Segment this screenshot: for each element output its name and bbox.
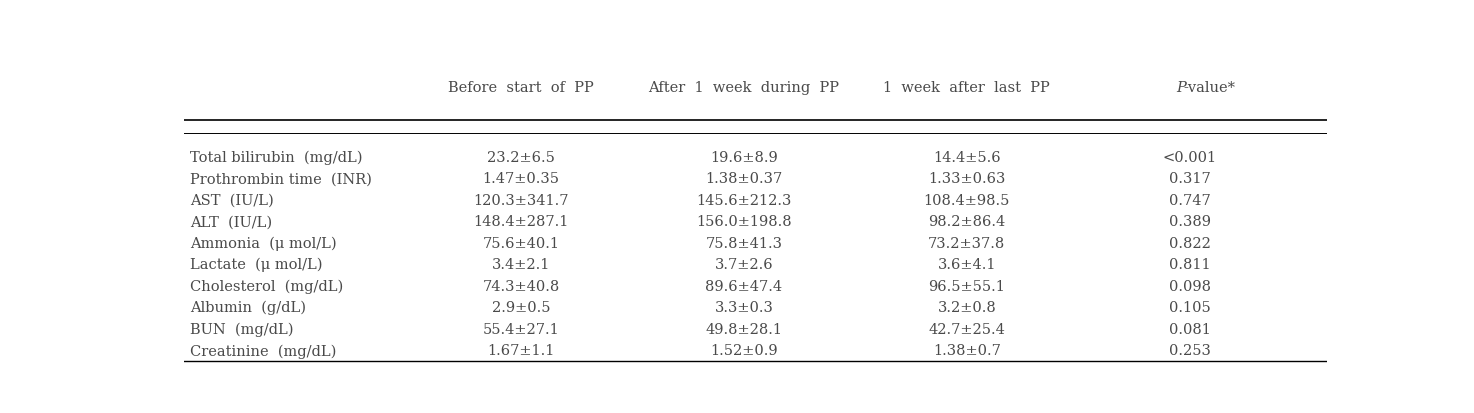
Text: 19.6±8.9: 19.6±8.9 <box>710 150 778 164</box>
Text: Albumin  (g/dL): Albumin (g/dL) <box>190 300 307 315</box>
Text: 1  week  after  last  PP: 1 week after last PP <box>883 81 1049 95</box>
Text: 55.4±27.1: 55.4±27.1 <box>483 322 560 336</box>
Text: BUN  (mg/dL): BUN (mg/dL) <box>190 322 293 336</box>
Text: Cholesterol  (mg/dL): Cholesterol (mg/dL) <box>190 279 343 293</box>
Text: Ammonia  (μ mol/L): Ammonia (μ mol/L) <box>190 236 336 250</box>
Text: 3.6±4.1: 3.6±4.1 <box>937 258 996 272</box>
Text: 1.47±0.35: 1.47±0.35 <box>483 172 560 186</box>
Text: 1.67±1.1: 1.67±1.1 <box>488 344 554 358</box>
Text: 3.7±2.6: 3.7±2.6 <box>715 258 774 272</box>
Text: 0.098: 0.098 <box>1169 279 1210 293</box>
Text: 148.4±287.1: 148.4±287.1 <box>473 215 569 229</box>
Text: 14.4±5.6: 14.4±5.6 <box>933 150 1001 164</box>
Text: Prothrombin time  (INR): Prothrombin time (INR) <box>190 172 371 186</box>
Text: 1.38±0.7: 1.38±0.7 <box>933 344 1001 358</box>
Text: 0.317: 0.317 <box>1169 172 1210 186</box>
Text: 0.389: 0.389 <box>1169 215 1210 229</box>
Text: 3.4±2.1: 3.4±2.1 <box>492 258 550 272</box>
Text: 75.6±40.1: 75.6±40.1 <box>483 236 560 250</box>
Text: 23.2±6.5: 23.2±6.5 <box>488 150 556 164</box>
Text: 89.6±47.4: 89.6±47.4 <box>706 279 783 293</box>
Text: Lactate  (μ mol/L): Lactate (μ mol/L) <box>190 257 323 272</box>
Text: 0.822: 0.822 <box>1169 236 1210 250</box>
Text: -value*: -value* <box>1184 81 1235 95</box>
Text: 98.2±86.4: 98.2±86.4 <box>929 215 1005 229</box>
Text: 2.9±0.5: 2.9±0.5 <box>492 301 550 315</box>
Text: 3.2±0.8: 3.2±0.8 <box>937 301 996 315</box>
Text: 145.6±212.3: 145.6±212.3 <box>696 193 792 207</box>
Text: 0.081: 0.081 <box>1169 322 1210 336</box>
Text: ALT  (IU/L): ALT (IU/L) <box>190 215 273 229</box>
Text: 0.747: 0.747 <box>1169 193 1210 207</box>
Text: 74.3±40.8: 74.3±40.8 <box>482 279 560 293</box>
Text: P: P <box>1176 81 1185 95</box>
Text: 108.4±98.5: 108.4±98.5 <box>924 193 1010 207</box>
Text: Before  start  of  PP: Before start of PP <box>448 81 594 95</box>
Text: 75.8±41.3: 75.8±41.3 <box>706 236 783 250</box>
Text: After  1  week  during  PP: After 1 week during PP <box>649 81 840 95</box>
Text: 96.5±55.1: 96.5±55.1 <box>929 279 1005 293</box>
Text: 49.8±28.1: 49.8±28.1 <box>706 322 783 336</box>
Text: 73.2±37.8: 73.2±37.8 <box>929 236 1005 250</box>
Text: 120.3±341.7: 120.3±341.7 <box>473 193 569 207</box>
Text: 1.33±0.63: 1.33±0.63 <box>929 172 1005 186</box>
Text: 1.38±0.37: 1.38±0.37 <box>706 172 783 186</box>
Text: 3.3±0.3: 3.3±0.3 <box>715 301 774 315</box>
Text: 1.52±0.9: 1.52±0.9 <box>710 344 778 358</box>
Text: 0.105: 0.105 <box>1169 301 1210 315</box>
Text: Creatinine  (mg/dL): Creatinine (mg/dL) <box>190 343 336 358</box>
Text: 156.0±198.8: 156.0±198.8 <box>696 215 792 229</box>
Text: 0.811: 0.811 <box>1169 258 1210 272</box>
Text: Total bilirubin  (mg/dL): Total bilirubin (mg/dL) <box>190 150 363 164</box>
Text: AST  (IU/L): AST (IU/L) <box>190 193 274 207</box>
Text: <0.001: <0.001 <box>1163 150 1216 164</box>
Text: 42.7±25.4: 42.7±25.4 <box>929 322 1005 336</box>
Text: 0.253: 0.253 <box>1169 344 1210 358</box>
